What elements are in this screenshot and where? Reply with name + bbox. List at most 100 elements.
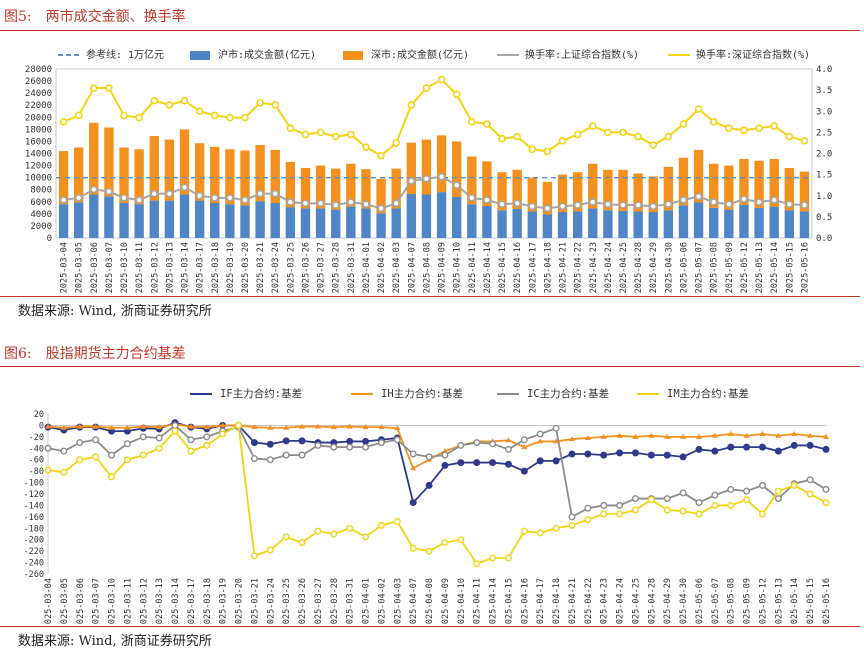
- sz-turnover-point: [90, 84, 98, 92]
- y-left-tick-label: 20000: [25, 113, 52, 123]
- x-tick-label: 2025-04-16: [513, 242, 523, 293]
- sh-volume-bar: [527, 211, 537, 238]
- sh-volume-bar: [451, 196, 462, 238]
- ic-basis-point: [139, 433, 147, 441]
- im-basis-point: [504, 554, 512, 562]
- ic-basis-point: [250, 455, 258, 463]
- sz-volume-bar: [179, 129, 190, 195]
- sh-turnover-point: [422, 175, 431, 183]
- x-tick-label: 2025-05-09: [743, 578, 753, 624]
- sz-volume-bar: [255, 145, 265, 202]
- if-basis-point: [409, 499, 417, 507]
- ic-basis-point: [409, 450, 417, 458]
- sz-volume-bar: [225, 149, 235, 205]
- x-tick-label: 2025-03-06: [76, 578, 86, 624]
- if-basis-point: [758, 443, 766, 451]
- x-tick-label: 2025-05-07: [695, 242, 705, 293]
- y-left-tick-label: 26000: [25, 77, 52, 87]
- ih-basis-point: [219, 422, 226, 428]
- sh-turnover-point: [770, 196, 779, 204]
- x-tick-label: 2025-04-11: [473, 578, 483, 624]
- sz-turnover-point: [604, 128, 612, 137]
- sh-volume-bar: [361, 208, 371, 238]
- sz-volume-bar: [73, 147, 84, 203]
- sz-turnover-point: [483, 120, 491, 128]
- sh-volume-bar: [603, 210, 613, 238]
- sh-turnover-point: [347, 198, 355, 206]
- if-basis-point: [250, 439, 258, 447]
- if-basis-point: [520, 467, 528, 475]
- sz-turnover-point: [573, 130, 582, 139]
- y-left-tick-label: 16000: [25, 137, 52, 147]
- sh-volume-bar: [512, 209, 522, 238]
- x-tick-label: 2025-05-12: [758, 578, 768, 624]
- sz-volume-bar: [557, 174, 568, 213]
- sh-turnover-point: [800, 201, 809, 209]
- sh-turnover-point: [588, 198, 597, 206]
- basis-chart: 200-20-40-60-80-100-120-140-160-180-200-…: [24, 387, 832, 624]
- sh-turnover-point: [105, 187, 113, 196]
- x-tick-label: 2025-03-28: [330, 578, 340, 624]
- sh-volume-bar: [678, 205, 689, 238]
- ic-basis-point: [123, 440, 131, 448]
- x-tick-label: 2025-03-27: [314, 578, 324, 624]
- sz-volume-bar: [134, 149, 144, 205]
- sh-volume-bar: [648, 212, 658, 238]
- sz-turnover-point: [694, 105, 703, 113]
- if-basis-point: [362, 437, 370, 445]
- if-basis-point: [504, 460, 512, 468]
- im-basis-point: [76, 456, 84, 464]
- sh-turnover-point: [664, 200, 673, 208]
- x-tick-label: 2025-05-16: [800, 242, 810, 293]
- x-tick-label: 2025-04-09: [441, 578, 451, 624]
- x-tick-label: 2025-05-14: [770, 242, 780, 293]
- x-tick-label: 2025-05-12: [740, 242, 750, 293]
- ic-basis-point: [441, 451, 449, 459]
- sz-turnover-point: [528, 145, 537, 154]
- x-tick-label: 2025-04-03: [392, 242, 402, 293]
- sh-volume-bar: [179, 194, 190, 238]
- ic-basis-point: [393, 436, 401, 444]
- x-tick-label: 2025-03-14: [181, 242, 191, 293]
- sz-turnover-point: [165, 101, 174, 109]
- sh-volume-bar: [724, 209, 734, 238]
- x-tick-label: 2025-04-30: [664, 242, 674, 293]
- im-basis-point: [663, 506, 671, 514]
- x-tick-label: 2025-04-02: [377, 578, 387, 624]
- sz-turnover-point: [120, 111, 128, 120]
- figure-6-title-rule: [0, 366, 860, 367]
- sz-turnover-point: [513, 132, 521, 141]
- im-basis-point: [790, 481, 798, 489]
- x-tick-label: 2025-04-14: [483, 242, 493, 293]
- y-tick-label: -80: [29, 467, 44, 477]
- ih-basis-point: [441, 448, 448, 454]
- figure-6-title: 图6: 股指期货主力合约基差: [4, 343, 186, 363]
- sh-volume-bar: [240, 205, 250, 238]
- im-basis-point: [298, 539, 306, 547]
- x-tick-label: 2025-03-31: [346, 578, 356, 624]
- y-left-tick-label: 0: [47, 234, 52, 244]
- sh-turnover-point: [392, 199, 401, 208]
- sz-volume-bar: [270, 149, 280, 203]
- im-basis-point: [489, 554, 497, 562]
- sz-turnover-point: [301, 130, 310, 139]
- im-basis-point: [187, 447, 195, 455]
- x-tick-label: 2025-04-07: [407, 242, 417, 293]
- sz-volume-bar: [693, 149, 704, 203]
- sz-turnover-point: [180, 96, 189, 105]
- sz-volume-bar: [436, 135, 447, 193]
- y-tick-label: -140: [24, 501, 44, 511]
- x-tick-label: 2025-03-07: [92, 578, 102, 624]
- sz-volume-bar: [618, 169, 628, 211]
- ih-basis-point: [553, 438, 560, 444]
- ic-basis-point: [44, 444, 52, 452]
- x-tick-label: 2025-04-10: [457, 578, 467, 624]
- y-tick-label: -100: [24, 479, 44, 489]
- im-basis-point: [235, 421, 243, 429]
- sh-turnover-point: [437, 172, 446, 181]
- sh-turnover-point: [362, 200, 370, 208]
- x-tick-label: 2025-04-10: [453, 242, 463, 293]
- sh-volume-bar: [225, 204, 235, 238]
- x-tick-label: 2025-05-15: [806, 578, 816, 624]
- ih-basis-point: [791, 431, 798, 436]
